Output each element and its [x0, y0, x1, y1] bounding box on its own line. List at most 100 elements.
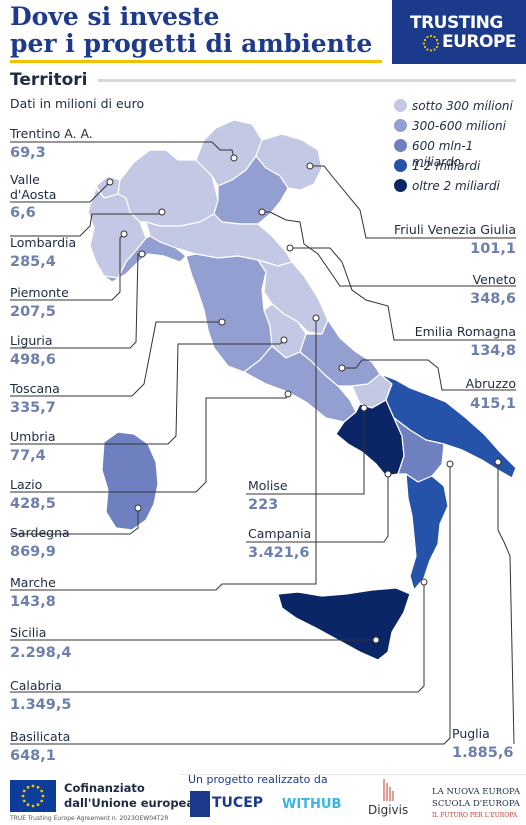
region-sicilia	[277, 587, 411, 661]
value-sicilia: 2.298,4	[10, 645, 72, 661]
legend-label: 600 mln-1 miliardo	[412, 139, 474, 169]
label-toscana: Toscana	[10, 381, 60, 396]
value-veneto: 348,6	[470, 291, 516, 307]
value-toscana: 335,7	[10, 400, 56, 416]
value-liguria: 498,6	[10, 352, 56, 368]
value-umbria: 77,4	[10, 448, 46, 464]
eu-cofunding-text: Cofinanziato dall'Unione europea	[64, 781, 194, 811]
page-title: Dove si investe per i progetti di ambien…	[10, 3, 380, 57]
leader-calabria	[10, 582, 425, 693]
marker-lombardia	[158, 208, 166, 216]
tucep-logo: TUCEP	[190, 791, 264, 817]
value-marche: 143,8	[10, 594, 56, 610]
marker-emilia	[286, 244, 294, 252]
withub-logo: WITHUB	[282, 797, 342, 812]
marker-lazio	[284, 390, 292, 398]
legend-item: oltre 2 miliardi	[394, 178, 526, 198]
label-valle-1: Valle	[10, 172, 40, 187]
label-sicilia: Sicilia	[10, 625, 47, 640]
region-markers	[106, 154, 502, 644]
leader-toscana	[10, 321, 222, 397]
marker-valle	[106, 178, 114, 186]
value-trentino: 69,3	[10, 145, 46, 161]
legend-item: 300-600 milioni	[394, 118, 526, 138]
marker-umbria	[280, 336, 288, 344]
marker-calabria	[420, 578, 428, 586]
leader-lazio	[10, 393, 289, 493]
marker-abruzzo	[338, 364, 346, 372]
legend-swatch	[394, 139, 407, 152]
marker-sicilia	[372, 636, 380, 644]
legend-label: sotto 300 milioni	[412, 99, 513, 113]
leader-campania	[246, 474, 389, 543]
leader-abruzzo	[342, 359, 516, 391]
nuova-line-2: SCUOLA D'EUROPA	[432, 799, 520, 809]
title-underline	[10, 60, 382, 63]
legend-swatch	[394, 179, 407, 192]
legend-item: 600 mln-1 miliardo	[394, 138, 526, 169]
legend-label: 1-2 miliardi	[412, 159, 481, 173]
map-legend: sotto 300 milioni 300-600 milioni 600 ml…	[394, 98, 526, 198]
marker-molise	[360, 404, 368, 412]
marker-piemonte	[120, 230, 128, 238]
nuova-line-1: LA NUOVA EUROPA	[432, 787, 521, 797]
marker-toscana	[218, 318, 226, 326]
digivis-bars-icon	[383, 779, 394, 801]
marker-trentino	[230, 154, 238, 162]
label-calabria: Calabria	[10, 678, 62, 693]
section-title: Territori	[10, 70, 88, 90]
value-sardegna: 869,9	[10, 544, 56, 560]
region-sardegna	[101, 431, 159, 531]
value-lazio: 428,5	[10, 496, 56, 512]
marker-puglia	[494, 458, 502, 466]
region-liguria	[103, 235, 187, 283]
label-emilia: Emilia Romagna	[414, 324, 516, 339]
leader-molise	[246, 408, 365, 495]
legend-swatch	[394, 119, 407, 132]
value-lombardia: 285,4	[10, 254, 56, 270]
eu-text-line-1: Cofinanziato	[64, 781, 145, 795]
label-valle-2: d'Aosta	[10, 187, 57, 202]
eu-stars-icon	[422, 34, 440, 52]
region-lazio	[243, 345, 357, 423]
leader-umbria	[10, 339, 285, 445]
marker-basilicata	[446, 460, 454, 468]
logo-line-1: TRUSTING	[410, 13, 503, 33]
value-abruzzo: 415,1	[470, 396, 516, 412]
marker-marche	[312, 314, 320, 322]
marker-friuli	[306, 162, 314, 170]
legend-swatch	[394, 99, 407, 112]
leader-marche	[10, 318, 317, 591]
leader-basilicata	[10, 464, 451, 745]
label-sardegna: Sardegna	[10, 525, 70, 540]
label-trentino: Trentino A. A.	[10, 126, 93, 141]
subtitle: Dati in milioni di euro	[10, 96, 145, 111]
leader-lombardia	[10, 211, 163, 237]
label-marche: Marche	[10, 575, 56, 590]
tucep-text: TUCEP	[212, 795, 264, 811]
label-liguria: Liguria	[10, 333, 53, 348]
label-campania: Campania	[248, 526, 312, 541]
value-calabria: 1.349,5	[10, 697, 72, 713]
value-molise: 223	[248, 497, 279, 513]
legend-swatch	[394, 159, 407, 172]
value-basilicata: 648,1	[10, 748, 56, 764]
section-divider	[98, 79, 516, 82]
footer-divider	[180, 774, 526, 775]
label-puglia: Puglia	[452, 726, 490, 741]
leader-piemonte	[10, 233, 125, 301]
title-line-2: per i progetti di ambiente	[10, 29, 373, 58]
legend-label: oltre 2 miliardi	[412, 179, 500, 193]
label-umbria: Umbria	[10, 429, 56, 444]
leader-trentino	[10, 141, 235, 159]
value-emilia: 134,8	[470, 343, 516, 359]
region-calabria	[405, 473, 449, 591]
marker-liguria	[138, 250, 146, 258]
label-molise: Molise	[248, 478, 288, 493]
leader-valle	[10, 181, 111, 203]
title-line-1: Dove si investe	[10, 2, 220, 31]
value-valle: 6,6	[10, 205, 36, 221]
label-piemonte: Piemonte	[10, 285, 69, 300]
nuova-line-3: IL FUTURO PER L'EUROPA	[432, 812, 518, 819]
